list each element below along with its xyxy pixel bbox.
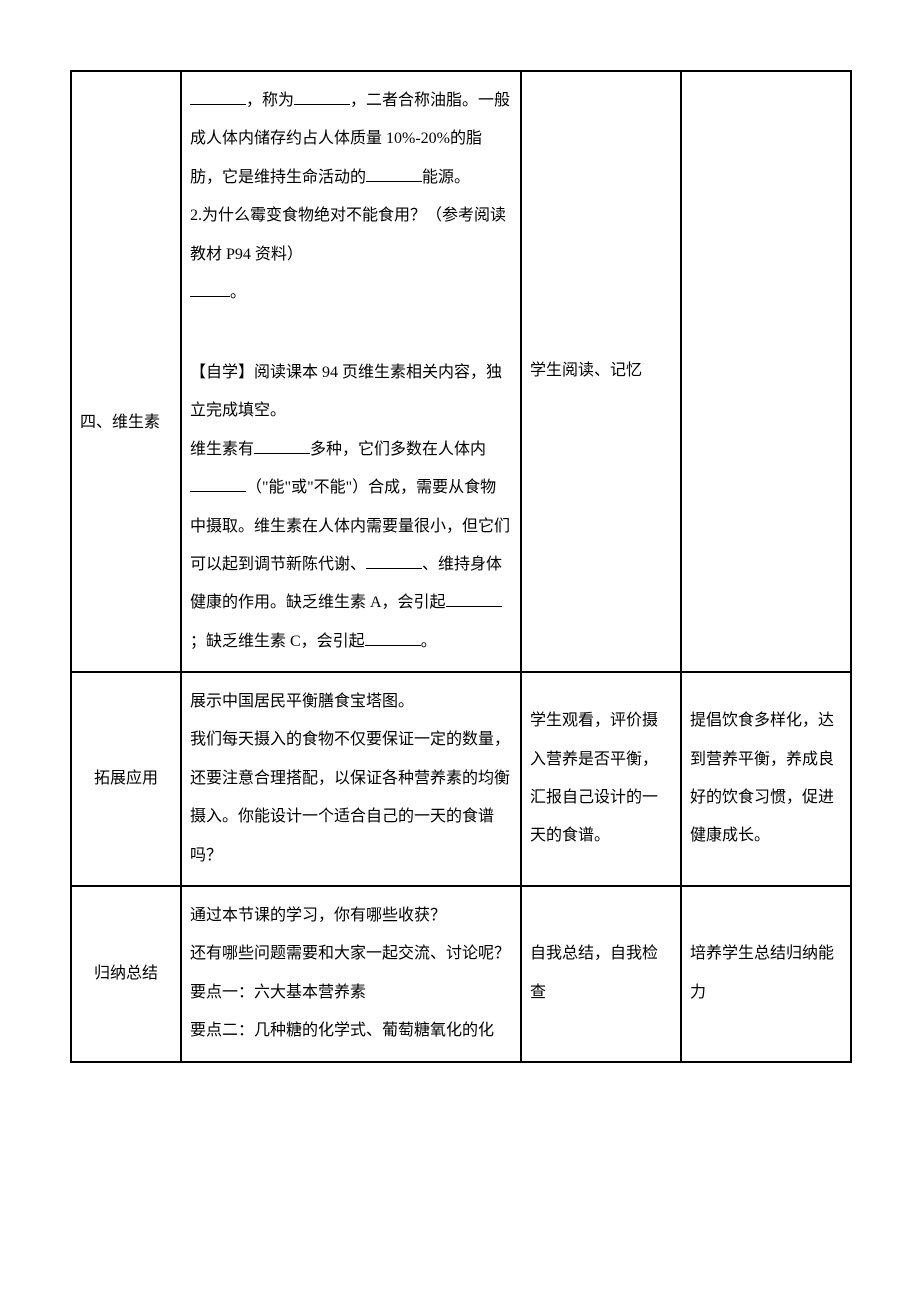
row1-c3: 学生阅读、记忆	[530, 352, 672, 390]
blank	[190, 280, 230, 297]
row3-c4: 培养学生总结归纳能力	[690, 935, 842, 1012]
text: 能源。	[422, 169, 470, 186]
row3-c2-a: 通过本节课的学习，你有哪些收获？	[190, 897, 512, 935]
row1-col1: 四、维生素	[71, 71, 181, 672]
text: ；缺乏维生素 C，会引起	[190, 633, 365, 650]
table-row: 归纳总结 通过本节课的学习，你有哪些收获？ 还有哪些问题需要和大家一起交流、讨论…	[71, 886, 851, 1062]
row3-c2-d: 要点二：几种糖的化学式、葡萄糖氧化的化	[190, 1012, 512, 1050]
row3-c3: 自我总结，自我检查	[530, 935, 672, 1012]
blank	[294, 88, 350, 105]
row3-col4: 培养学生总结归纳能力	[681, 886, 851, 1062]
text: 维生素有	[190, 441, 254, 458]
text: 。	[230, 284, 246, 301]
row1-col4	[681, 71, 851, 672]
row1-col2: ，称为，二者合称油脂。一般成人体内储存约占人体质量 10%-20%的脂肪，它是维…	[181, 71, 521, 672]
text: 多种，它们多数在人体内	[310, 441, 486, 458]
text: ，称为	[246, 92, 294, 109]
lesson-table: 四、维生素 ，称为，二者合称油脂。一般成人体内储存约占人体质量 10%-20%的…	[70, 70, 852, 1063]
row1-c2-p2: 2.为什么霉变食物绝对不能食用？（参考阅读教材 P94 资料）	[190, 197, 512, 274]
row3-col2: 通过本节课的学习，你有哪些收获？ 还有哪些问题需要和大家一起交流、讨论呢？ 要点…	[181, 886, 521, 1062]
row1-col3: 学生阅读、记忆	[521, 71, 681, 672]
text: 。	[421, 633, 437, 650]
blank	[446, 590, 502, 607]
row3-col1: 归纳总结	[71, 886, 181, 1062]
row2-c2-b: 我们每天摄入的食物不仅要保证一定的数量，还要注意合理搭配，以保证各种营养素的均衡…	[190, 721, 512, 875]
blank	[254, 437, 310, 454]
row2-col4: 提倡饮食多样化，达到营养平衡，养成良好的饮食习惯，促进健康成长。	[681, 672, 851, 886]
table-row: 拓展应用 展示中国居民平衡膳食宝塔图。 我们每天摄入的食物不仅要保证一定的数量，…	[71, 672, 851, 886]
blank	[366, 165, 422, 182]
row3-c2-b: 还有哪些问题需要和大家一起交流、讨论呢？	[190, 935, 512, 973]
row1-c2-p1: ，称为，二者合称油脂。一般成人体内储存约占人体质量 10%-20%的脂肪，它是维…	[190, 82, 512, 197]
row2-c2-a: 展示中国居民平衡膳食宝塔图。	[190, 683, 512, 721]
table-row: 四、维生素 ，称为，二者合称油脂。一般成人体内储存约占人体质量 10%-20%的…	[71, 71, 851, 672]
row2-col2: 展示中国居民平衡膳食宝塔图。 我们每天摄入的食物不仅要保证一定的数量，还要注意合…	[181, 672, 521, 886]
page: 四、维生素 ，称为，二者合称油脂。一般成人体内储存约占人体质量 10%-20%的…	[0, 0, 920, 1133]
blank	[190, 88, 246, 105]
blank	[365, 629, 421, 646]
row3-c2-c: 要点一：六大基本营养素	[190, 974, 512, 1012]
section-label-vitamin: 四、维生素	[80, 404, 172, 442]
row1-c2-p2b: 。	[190, 274, 512, 312]
row2-col3: 学生观看，评价摄入营养是否平衡，汇报自己设计的一天的食谱。	[521, 672, 681, 886]
section-label-extend: 拓展应用	[80, 760, 172, 798]
section-label-summary: 归纳总结	[80, 955, 172, 993]
row2-c4: 提倡饮食多样化，达到营养平衡，养成良好的饮食习惯，促进健康成长。	[690, 702, 842, 856]
row3-col3: 自我总结，自我检查	[521, 886, 681, 1062]
row2-col1: 拓展应用	[71, 672, 181, 886]
blank	[190, 475, 246, 492]
row2-c3: 学生观看，评价摄入营养是否平衡，汇报自己设计的一天的食谱。	[530, 702, 672, 856]
row1-c2-p3: 【自学】阅读课本 94 页维生素相关内容，独立完成填空。	[190, 354, 512, 431]
row1-c2-p4: 维生素有多种，它们多数在人体内（"能"或"不能"）合成，需要从食物中摄取。维生素…	[190, 431, 512, 661]
blank	[366, 552, 422, 569]
